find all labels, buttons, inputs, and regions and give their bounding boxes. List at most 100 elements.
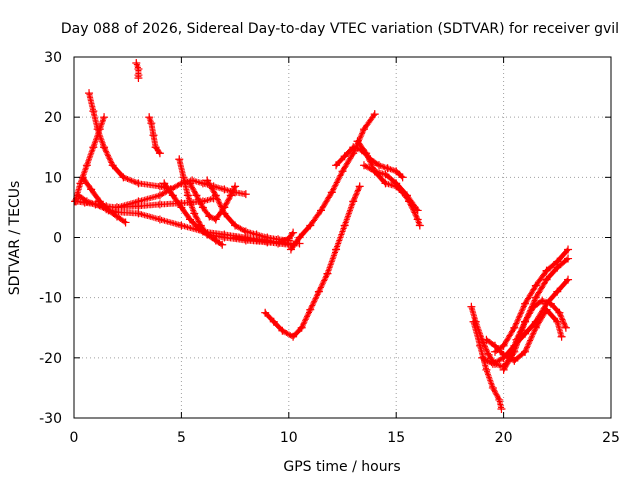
data-point: [332, 245, 341, 254]
data-point: [392, 179, 401, 188]
y-tick-label: 30: [44, 50, 62, 66]
data-point: [134, 209, 143, 218]
data-point: [134, 179, 143, 188]
data-point: [557, 332, 566, 341]
data-point: [151, 143, 160, 152]
data-point: [177, 203, 186, 212]
data-point: [482, 335, 491, 344]
data-point: [491, 341, 500, 350]
data-point: [381, 179, 390, 188]
data-point: [211, 215, 220, 224]
data-point: [538, 296, 547, 305]
data-point: [211, 236, 220, 245]
data-point: [226, 191, 235, 200]
data-series-23: [499, 254, 573, 374]
data-point: [119, 173, 128, 182]
y-tick-label: 0: [53, 231, 62, 247]
data-point: [241, 190, 250, 199]
x-tick-label: 15: [387, 430, 405, 446]
data-point: [177, 221, 186, 230]
data-point: [561, 323, 570, 332]
data-point: [76, 179, 85, 188]
data-point: [488, 359, 497, 368]
data-point: [104, 206, 113, 215]
data-point: [383, 164, 392, 173]
data-point: [274, 238, 283, 247]
data-point: [370, 167, 379, 176]
data-point: [359, 161, 368, 170]
x-tick-label: 10: [280, 430, 298, 446]
data-point: [317, 206, 326, 215]
data-point: [349, 197, 358, 206]
data-point: [155, 215, 164, 224]
data-point: [338, 167, 347, 176]
data-point: [353, 137, 362, 146]
data-marks: [71, 59, 573, 413]
data-series-15: [261, 182, 364, 341]
data-point: [495, 395, 504, 404]
data-point: [475, 341, 484, 350]
data-point: [510, 356, 519, 365]
data-point: [155, 200, 164, 209]
data-point: [261, 308, 270, 317]
data-point: [340, 221, 349, 230]
data-point: [155, 149, 164, 158]
data-point: [149, 131, 158, 140]
data-point: [398, 173, 407, 182]
data-point: [332, 161, 341, 170]
data-point: [413, 215, 422, 224]
data-point: [510, 323, 519, 332]
data-series-4: [145, 113, 164, 158]
data-point: [89, 143, 98, 152]
data-point: [469, 317, 478, 326]
data-point: [198, 179, 207, 188]
data-point: [147, 119, 156, 128]
data-point: [183, 191, 192, 200]
data-point: [241, 227, 250, 236]
data-point: [82, 197, 91, 206]
data-point: [564, 245, 573, 254]
data-point: [415, 221, 424, 230]
data-point: [362, 149, 371, 158]
data-point: [478, 353, 487, 362]
data-point: [521, 299, 530, 308]
data-point: [306, 305, 315, 314]
data-point: [284, 234, 293, 243]
x-axis-label: GPS time / hours: [283, 459, 400, 475]
data-point: [134, 74, 143, 83]
data-point: [542, 305, 551, 314]
y-tick-label: 20: [44, 110, 62, 126]
data-point: [168, 191, 177, 200]
data-point: [194, 224, 203, 233]
data-point: [497, 404, 506, 413]
data-point: [134, 197, 143, 206]
data-point: [82, 161, 91, 170]
data-point: [295, 233, 304, 242]
x-tick-label: 0: [70, 430, 79, 446]
data-point: [467, 302, 476, 311]
chart-title: Day 088 of 2026, Sidereal Day-to-day VTE…: [61, 21, 619, 37]
data-point: [289, 228, 298, 237]
data-point: [542, 266, 551, 275]
data-point: [402, 191, 411, 200]
data-point: [263, 237, 272, 246]
data-point: [286, 245, 295, 254]
data-point: [190, 209, 199, 218]
data-series-22: [491, 245, 573, 356]
data-series-18: [359, 161, 422, 215]
data-point: [370, 110, 379, 119]
data-point: [553, 287, 562, 296]
data-point: [553, 317, 562, 326]
data-point: [252, 236, 261, 245]
data-series-2: [85, 89, 175, 194]
data-point: [218, 240, 227, 249]
data-point: [100, 143, 109, 152]
data-point: [231, 221, 240, 230]
data-point: [278, 326, 287, 335]
data-point: [306, 221, 315, 230]
data-point: [499, 365, 508, 374]
data-point: [297, 323, 306, 332]
data-point: [359, 125, 368, 134]
data-point: [185, 215, 194, 224]
